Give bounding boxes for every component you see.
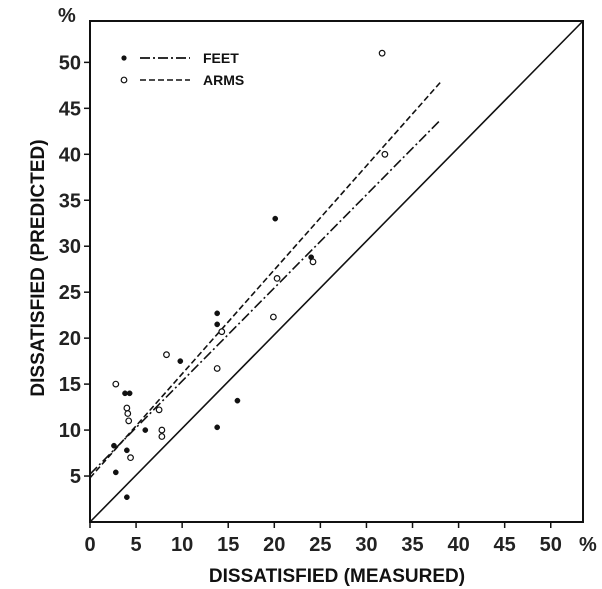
y-tick-35: 35 [59,190,81,212]
x-tick-50: 50 [540,534,562,556]
legend: FEET ARMS [120,50,244,88]
point-feet-4 [126,390,133,397]
x-tick-20: 20 [263,534,285,556]
point-arms-16 [381,150,389,158]
point-feet-11 [214,424,221,431]
point-arms-11 [218,328,226,336]
point-arms-13 [273,274,281,282]
y-tick-15: 15 [59,374,81,396]
point-feet-9 [214,310,221,317]
legend-arms-label: ARMS [203,72,244,88]
point-arms-4 [125,417,133,425]
point-feet-13 [272,215,279,222]
series-line-arms [89,82,441,479]
plot-frame [89,20,584,523]
y-tick-10: 10 [59,420,81,442]
y-unit-label: % [58,5,76,27]
point-arms-10 [213,365,221,372]
x-tick-45: 45 [494,534,516,556]
point-feet-1 [111,442,117,449]
y-tick-40: 40 [59,144,81,166]
x-axis-title: DISSATISFIED (MEASURED) [209,566,465,587]
point-arms-5 [127,454,134,462]
point-arms-3 [124,410,132,417]
y-axis-title: DISSATISFIED (PREDICTED) [28,139,49,396]
x-unit-label: % [579,534,597,556]
point-arms-8 [158,433,166,440]
y-tick-45: 45 [59,98,81,120]
y-tick-50: 50 [59,52,81,74]
x-tick-5: 5 [131,534,142,556]
x-tick-0: 0 [84,534,95,556]
reference-line [89,20,584,523]
point-arms-1 [112,380,120,388]
series-line-feet [89,119,441,475]
point-arms-6 [155,406,163,414]
y-tick-30: 30 [59,236,81,258]
point-feet-8 [177,358,184,364]
point-feet-10 [214,321,221,328]
x-tick-35: 35 [401,534,423,556]
legend-arms-marker [120,76,128,84]
point-feet-12 [234,397,241,404]
point-arms-15 [378,49,386,57]
legend-feet-label: FEET [203,50,239,66]
legend-feet-marker [121,55,127,61]
y-tick-25: 25 [59,282,81,304]
x-tick-30: 30 [355,534,377,556]
point-feet-2 [112,469,119,476]
point-arms-12 [269,313,277,321]
x-tick-10: 10 [171,534,193,556]
y-tick-5: 5 [70,466,81,488]
point-feet-5 [124,494,130,501]
x-tick-40: 40 [447,534,469,556]
point-arms-2 [123,404,131,412]
x-tick-15: 15 [217,534,239,556]
point-arms-7 [158,426,166,434]
point-arms-14 [309,258,317,266]
point-feet-7 [142,427,149,433]
point-arms-9 [163,351,170,359]
point-feet-6 [124,447,130,454]
x-tick-25: 25 [309,534,331,556]
y-tick-20: 20 [59,328,81,350]
